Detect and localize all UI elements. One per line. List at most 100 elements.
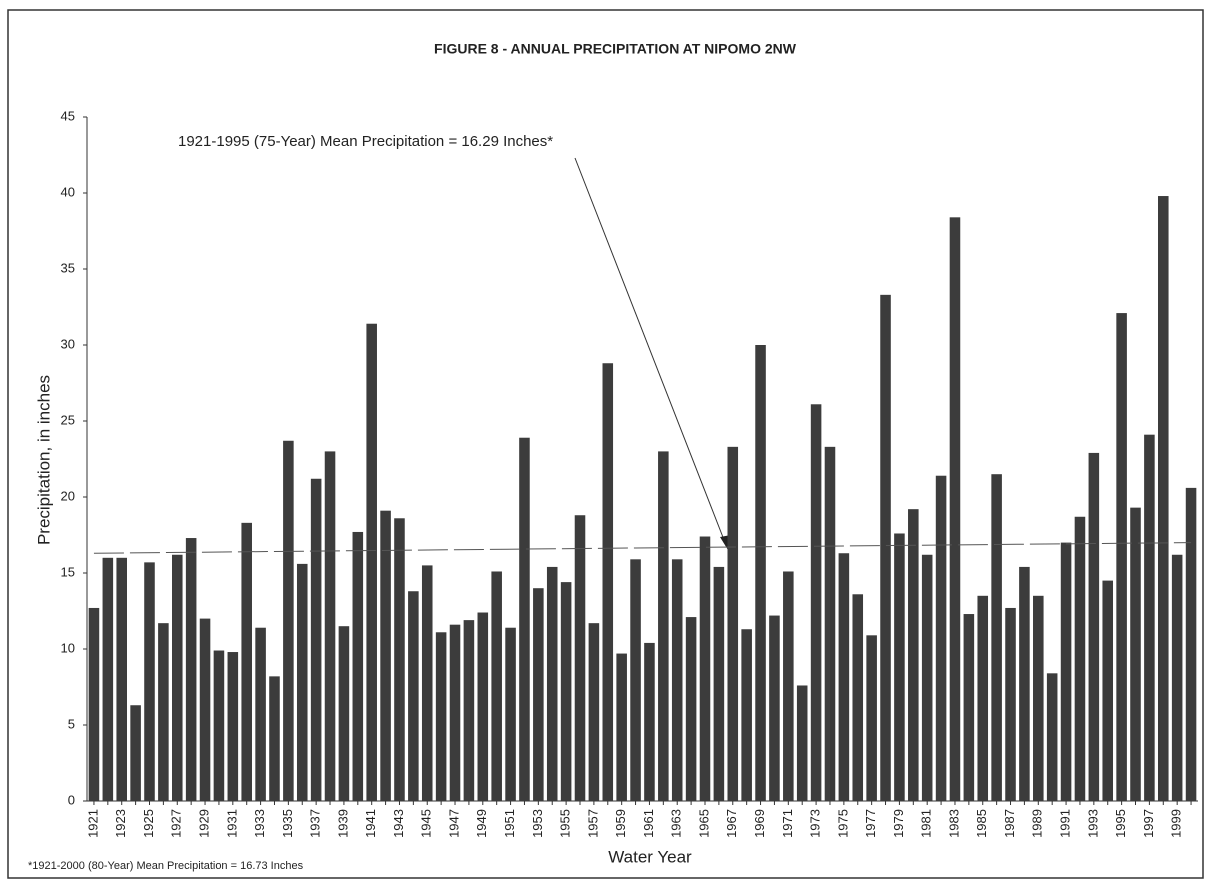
- y-tick-label: 20: [61, 488, 75, 503]
- bar: [658, 451, 669, 801]
- x-tick-label: 1927: [169, 809, 184, 838]
- x-tick-label: 1941: [363, 809, 378, 838]
- bar: [824, 446, 836, 801]
- x-tick-label: 1943: [391, 809, 406, 838]
- bar: [796, 685, 808, 801]
- x-tick-label: 1923: [113, 809, 128, 838]
- x-axis-label: Water Year: [608, 847, 692, 866]
- x-tick-label: 1961: [641, 809, 656, 838]
- bar: [213, 650, 225, 801]
- bar: [741, 629, 752, 801]
- x-tick-label: 1971: [780, 809, 795, 838]
- bar: [699, 536, 711, 801]
- chart-title: FIGURE 8 - ANNUAL PRECIPITATION AT NIPOM…: [434, 41, 797, 57]
- bar: [783, 571, 794, 801]
- x-tick-label: 1933: [252, 809, 267, 838]
- bar: [463, 620, 475, 801]
- bar: [949, 217, 961, 801]
- bar: [1102, 580, 1114, 801]
- bar: [449, 624, 461, 801]
- bar: [1019, 566, 1030, 801]
- bar: [241, 522, 252, 801]
- bar: [1130, 507, 1141, 801]
- x-tick-label: 1925: [141, 809, 156, 838]
- bar: [324, 451, 336, 801]
- y-tick-label: 30: [61, 336, 75, 351]
- bar: [310, 478, 322, 801]
- bar: [866, 635, 877, 801]
- x-tick-label: 1987: [1002, 809, 1017, 838]
- y-tick-label: 40: [61, 184, 75, 199]
- x-tick-label: 1979: [891, 809, 906, 838]
- x-tick-label: 1965: [696, 809, 711, 838]
- bar: [352, 531, 364, 801]
- bar: [1046, 673, 1058, 801]
- bar: [435, 632, 447, 801]
- bar: [1033, 595, 1044, 801]
- bar: [144, 562, 155, 801]
- x-tick-label: 1953: [530, 809, 545, 838]
- bar: [283, 440, 294, 801]
- bar: [880, 294, 891, 801]
- bar: [671, 559, 683, 801]
- bar: [685, 617, 697, 801]
- y-tick-label: 25: [61, 412, 75, 427]
- x-tick-label: 1991: [1058, 809, 1073, 838]
- x-tick-label: 1981: [919, 809, 934, 838]
- bar: [921, 554, 933, 801]
- bar: [158, 623, 169, 801]
- bar: [1060, 542, 1072, 801]
- x-tick-label: 1957: [585, 809, 600, 838]
- bar: [1116, 313, 1127, 801]
- bar: [838, 553, 850, 801]
- bar: [1158, 196, 1169, 802]
- bar: [269, 676, 280, 801]
- bar: [171, 554, 183, 801]
- bar: [616, 653, 627, 801]
- bar: [1074, 516, 1086, 801]
- bar: [713, 566, 725, 801]
- y-tick-label: 45: [61, 108, 75, 123]
- bar: [338, 626, 350, 801]
- frame: [7, 9, 1204, 879]
- x-tick-label: 1993: [1085, 809, 1100, 838]
- bar: [88, 607, 100, 801]
- x-tick-label: 1939: [335, 809, 350, 838]
- footnote: *1921-2000 (80-Year) Mean Precipitation …: [28, 860, 304, 872]
- bar: [755, 345, 766, 801]
- x-tick-label: 1969: [752, 809, 767, 838]
- bar: [1171, 554, 1183, 801]
- bar: [408, 591, 419, 801]
- x-tick-label: 1985: [974, 809, 989, 838]
- bar: [1088, 452, 1100, 801]
- mean-line: [93, 542, 1192, 554]
- bar: [519, 437, 530, 801]
- x-tick-label: 1997: [1141, 809, 1156, 838]
- bar: [894, 533, 905, 801]
- bar: [977, 595, 989, 801]
- bar: [227, 652, 239, 801]
- bar: [394, 518, 405, 801]
- bar: [1185, 487, 1197, 801]
- annotation: 1921-1995 (75-Year) Mean Precipitation =…: [178, 133, 553, 150]
- x-tick-label: 1921: [85, 809, 100, 838]
- bar: [255, 627, 266, 801]
- x-tick-label: 1955: [558, 809, 573, 838]
- bar: [727, 446, 739, 801]
- y-tick-label: 15: [61, 564, 75, 579]
- bar: [560, 582, 572, 801]
- bar: [963, 614, 975, 801]
- bar: [1144, 434, 1155, 801]
- x-tick-label: 1931: [224, 809, 239, 838]
- bar: [991, 474, 1002, 801]
- y-tick-label: 0: [68, 792, 75, 807]
- x-tick-label: 1967: [724, 809, 739, 838]
- bar: [852, 594, 864, 801]
- bar: [769, 615, 780, 801]
- x-tick-label: 1929: [196, 809, 211, 838]
- x-tick-label: 1977: [863, 809, 878, 838]
- x-tick-label: 1947: [446, 809, 461, 838]
- x-tick-label: 1935: [280, 809, 295, 838]
- bar: [546, 566, 558, 801]
